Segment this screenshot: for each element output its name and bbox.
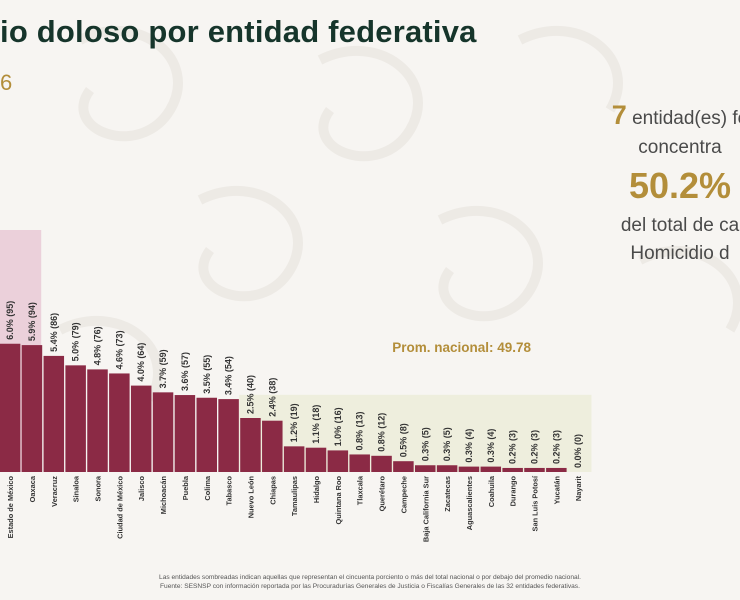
value-label: 0.8% (12) [377, 413, 387, 452]
summary-line2: concentra [638, 137, 722, 158]
category-label: San Luis Potosí [531, 475, 540, 531]
bar [152, 392, 174, 472]
category-label: Sinaloa [72, 475, 81, 502]
summary-line4: Homicidio d [630, 243, 730, 264]
bar [65, 365, 86, 472]
bar [240, 418, 261, 472]
category-label: Campeche [399, 476, 408, 513]
value-label: 0.2% (3) [530, 430, 540, 464]
category-label: Querétaro [378, 476, 387, 512]
value-label: 5.9% (94) [27, 302, 37, 341]
value-label: 0.5% (8) [398, 423, 408, 457]
value-label: 0.3% (4) [486, 429, 496, 463]
category-label: Sonora [94, 475, 103, 501]
category-label: Coahuila [487, 475, 496, 507]
value-label: 3.7% (59) [158, 349, 168, 388]
bar [283, 446, 305, 472]
category-label: Estado de México [6, 476, 15, 539]
bar [524, 467, 545, 472]
value-label: 5.0% (79) [71, 322, 81, 361]
value-label: 5.4% (86) [49, 313, 59, 352]
summary-line1: entidad(es) fe [632, 108, 740, 129]
category-label: Oaxaca [28, 475, 37, 502]
bar [218, 399, 239, 472]
value-label: 0.2% (3) [551, 430, 561, 464]
value-label: 4.0% (64) [136, 343, 146, 382]
bar [43, 355, 65, 472]
category-label: Ciudad de México [115, 476, 124, 539]
bar [109, 373, 130, 472]
category-label: Hidalgo [312, 476, 321, 504]
value-label: 3.6% (57) [180, 352, 190, 391]
value-label: 0.2% (3) [508, 430, 518, 464]
value-label: 0.3% (5) [442, 427, 452, 461]
page-subtitle: 6 [0, 70, 13, 95]
value-label: 2.4% (38) [267, 378, 277, 417]
category-label: Yucatán [552, 476, 561, 505]
summary-count: 7 [611, 100, 627, 130]
category-label: Tabasco [225, 476, 234, 506]
bar [349, 454, 370, 472]
value-label: 4.6% (73) [114, 330, 124, 369]
category-label: Baja California Sur [421, 476, 430, 542]
bar [21, 345, 43, 472]
bar [436, 465, 458, 472]
bar [502, 467, 523, 472]
bar [262, 420, 283, 472]
footnote-source: Fuente: SESNSP con información reportada… [160, 583, 580, 590]
value-label: 1.0% (16) [333, 407, 343, 446]
bar [0, 343, 21, 472]
bar [480, 466, 502, 472]
bar [130, 385, 152, 472]
category-label: Tamaulipas [290, 476, 299, 516]
value-label: 1.1% (18) [311, 405, 321, 444]
value-label: 1.2% (19) [289, 403, 299, 442]
bar [174, 395, 196, 472]
category-label: Puebla [181, 475, 190, 500]
bar [196, 397, 217, 472]
category-label: Nuevo León [246, 476, 255, 519]
value-label: 0.0% (0) [573, 434, 583, 468]
value-label: 4.8% (76) [93, 326, 103, 365]
bar [371, 455, 392, 472]
average-label: Prom. nacional: 49.78 [392, 340, 531, 355]
category-label: Tlaxcala [356, 475, 365, 505]
bar [327, 450, 349, 472]
value-label: 3.5% (55) [202, 355, 212, 394]
summary-line3: del total de ca [620, 215, 740, 236]
value-label: 0.8% (13) [355, 411, 365, 450]
bar [415, 465, 436, 472]
value-label: 3.4% (54) [224, 356, 234, 395]
category-label: Durango [509, 476, 518, 507]
bar [305, 447, 327, 472]
category-label: Veracruz [50, 476, 59, 507]
category-label: Nayarit [574, 475, 583, 501]
category-label: Michoacán [159, 476, 168, 515]
value-label: 2.5% (40) [245, 375, 255, 414]
value-label: 6.0% (95) [5, 301, 15, 340]
bar [546, 467, 567, 472]
value-label: 0.3% (5) [420, 427, 430, 461]
bar [458, 466, 480, 472]
bar [87, 369, 108, 472]
summary-panel: 7 entidad(es) fe concentra 50.2% del tot… [560, 100, 740, 265]
category-label: Aguascalientes [465, 476, 474, 530]
category-label: Chiapas [268, 476, 277, 505]
footnote-shading: Las entidades sombreadas indican aquella… [159, 574, 581, 581]
page-title: io doloso por entidad federativa [0, 14, 477, 49]
category-label: Quintana Roo [334, 476, 343, 525]
summary-percent: 50.2% [628, 165, 732, 206]
value-label: 0.3% (4) [464, 429, 474, 463]
category-label: Colima [203, 475, 212, 501]
category-label: Zacatecas [443, 476, 452, 512]
category-label: Jalisco [137, 476, 146, 502]
bar [393, 461, 414, 472]
